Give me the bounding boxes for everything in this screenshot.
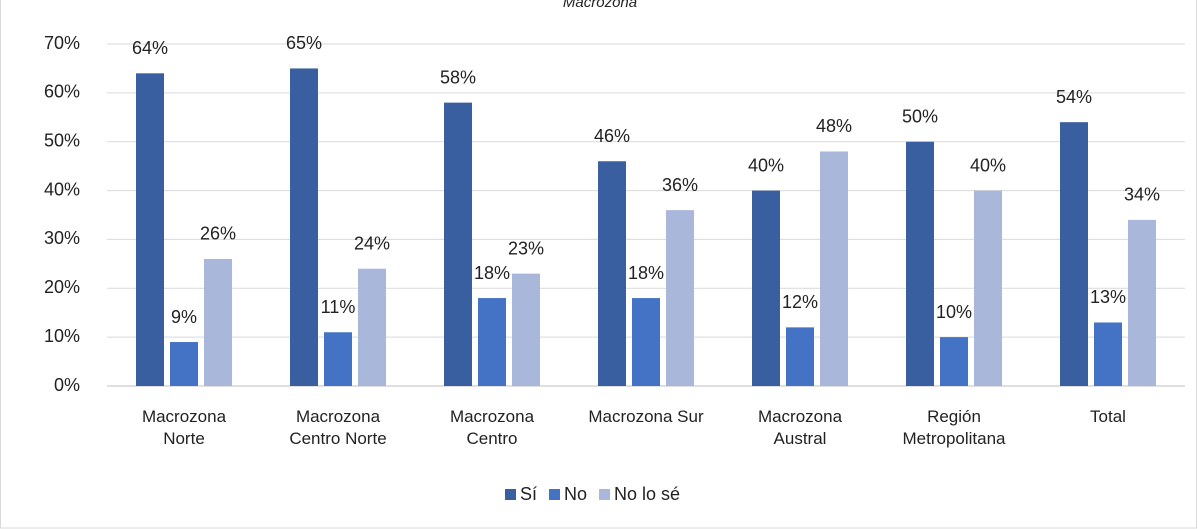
data-label: 9% <box>171 307 197 327</box>
data-label: 40% <box>970 155 1006 175</box>
data-label: 18% <box>628 263 664 283</box>
bar <box>1094 322 1122 386</box>
bar <box>820 151 848 386</box>
y-tick-label: 50% <box>44 130 80 150</box>
data-label: 24% <box>354 233 390 253</box>
bar <box>666 210 694 386</box>
bar <box>512 273 540 386</box>
legend-swatch <box>505 489 516 500</box>
bar <box>358 268 386 386</box>
bar <box>204 258 232 386</box>
bar <box>170 342 198 386</box>
bar <box>1128 219 1156 386</box>
data-label: 23% <box>508 238 544 258</box>
data-label: 26% <box>200 224 236 244</box>
data-label: 46% <box>594 126 630 146</box>
data-label: 36% <box>662 175 698 195</box>
data-label: 50% <box>902 106 938 126</box>
x-tick-label: Macrozona Norte <box>141 407 227 448</box>
legend-label: No <box>564 484 587 504</box>
bar <box>786 327 814 386</box>
bar <box>1060 122 1088 387</box>
x-tick-label: Total <box>1090 407 1126 426</box>
x-tick-label: Región Metropolitana <box>902 407 1006 448</box>
y-tick-label: 10% <box>44 326 80 346</box>
bar <box>752 190 780 386</box>
data-label: 18% <box>474 263 510 283</box>
data-label: 34% <box>1124 185 1160 205</box>
y-tick-label: 70% <box>44 33 80 53</box>
bar <box>290 68 318 386</box>
data-label: 54% <box>1056 87 1092 107</box>
data-label: 64% <box>132 38 168 58</box>
y-tick-label: 30% <box>44 228 80 248</box>
data-label: 11% <box>321 297 356 317</box>
legend-swatch <box>599 489 611 500</box>
x-tick-label: Macrozona Austral <box>757 407 843 448</box>
data-label: 65% <box>286 33 322 53</box>
data-label: 10% <box>936 302 972 322</box>
y-tick-label: 20% <box>44 277 80 297</box>
y-tick-label: 40% <box>44 179 80 199</box>
x-tick-label: Macrozona Sur <box>588 407 704 426</box>
data-label: 48% <box>816 116 852 136</box>
legend-label: Sí <box>520 484 537 504</box>
y-tick-label: 60% <box>44 82 80 102</box>
bar <box>136 73 164 387</box>
bar <box>478 298 506 386</box>
bar <box>906 141 934 386</box>
data-label: 58% <box>440 67 476 87</box>
legend-swatch <box>549 489 561 500</box>
y-tick-label: 0% <box>54 375 80 395</box>
bar <box>940 337 968 386</box>
chart-title: Macrozona <box>563 0 637 11</box>
bar <box>974 190 1002 386</box>
bar <box>444 102 472 386</box>
bar <box>632 298 660 386</box>
bar <box>598 161 626 386</box>
data-label: 13% <box>1090 287 1126 307</box>
x-tick-label: Macrozona Centro Norte <box>289 407 387 448</box>
x-tick-label: Macrozona Centro <box>449 407 535 448</box>
legend-label: No lo sé <box>614 484 680 504</box>
data-label: 12% <box>782 292 818 312</box>
data-label: 40% <box>748 155 784 175</box>
bar <box>324 332 352 386</box>
